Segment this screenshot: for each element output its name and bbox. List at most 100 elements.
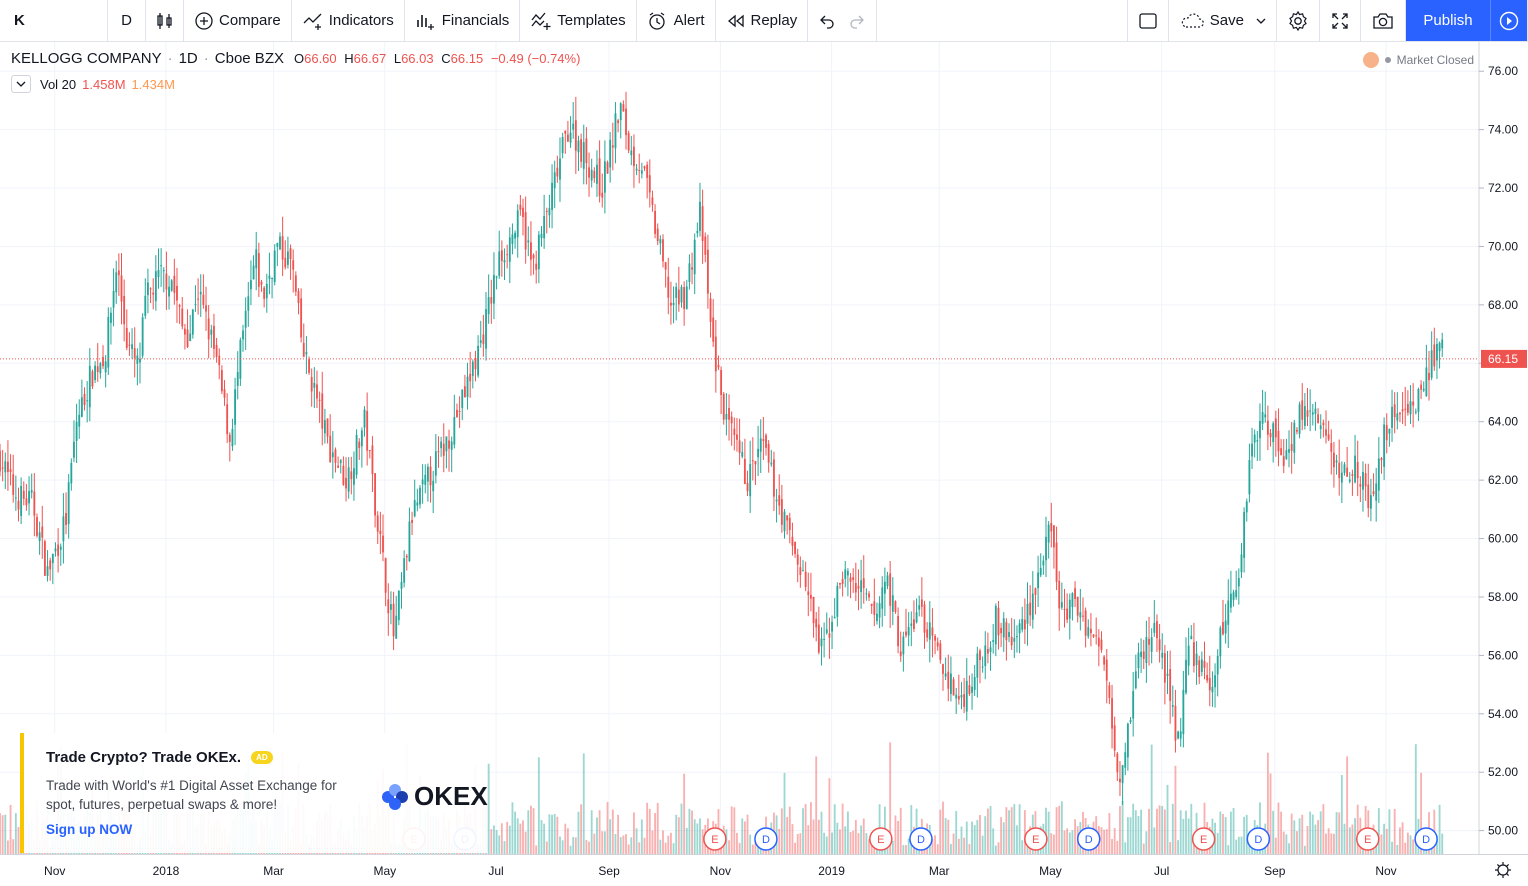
volume-bar [1351, 824, 1354, 854]
candle-body [1216, 655, 1219, 675]
candle-body [609, 139, 612, 168]
series-legend[interactable]: KELLOGG COMPANY · 1D · Cboe BZX O66.60 H… [11, 50, 580, 67]
save-button[interactable]: Save [1169, 0, 1277, 41]
candle-body [530, 242, 532, 260]
volume-bar [889, 742, 892, 854]
candle-body [218, 355, 221, 366]
layout-button[interactable] [1126, 0, 1169, 41]
candle-body [767, 443, 770, 463]
alert-button[interactable]: Alert [637, 0, 716, 41]
volume-bar [495, 830, 498, 854]
candle-body [210, 329, 213, 335]
volume-bar [1409, 835, 1412, 854]
compare-button[interactable]: Compare [184, 0, 292, 41]
candle-body [1055, 542, 1058, 582]
volume-bar [667, 835, 670, 854]
chart-area[interactable]: 50.00 52.00 54.00 56.00 58.00 60.00 62.00 64.00… [0, 42, 1528, 886]
candle-body [379, 530, 382, 534]
fullscreen-button[interactable] [1320, 0, 1361, 41]
candle-body [780, 499, 783, 525]
publish-options-button[interactable] [1490, 0, 1528, 41]
volume-bar [812, 819, 815, 854]
candle-body [1372, 491, 1375, 495]
replay-button[interactable]: Replay [716, 0, 809, 41]
volume-bar [1119, 806, 1121, 854]
volume-bar [960, 826, 963, 854]
ad-cta-link[interactable]: Sign up NOW [46, 822, 133, 837]
time-tick-label: Nov [44, 864, 65, 878]
redo-button[interactable] [842, 0, 878, 41]
candle-body [611, 145, 614, 148]
candle-body [1079, 612, 1082, 618]
candle-body [942, 664, 944, 674]
volume-bar [783, 772, 786, 854]
candle-body [1063, 609, 1066, 611]
volume-bar [537, 757, 540, 854]
candle-body [342, 465, 345, 485]
candle-body [1377, 458, 1380, 491]
candle-body [411, 519, 413, 523]
financials-button[interactable]: Financials [405, 0, 521, 41]
candle-body [685, 286, 688, 309]
price-chart[interactable]: 50.00 52.00 54.00 56.00 58.00 60.00 62.00 64.00… [0, 42, 1528, 886]
candle-body [1074, 588, 1076, 599]
candle-body [831, 621, 833, 632]
snapshot-button[interactable] [1361, 0, 1406, 41]
candle-body [276, 243, 279, 247]
market-status[interactable]: Market Closed [1362, 52, 1474, 68]
templates-button[interactable]: Templates [520, 0, 637, 41]
candle-body [1163, 653, 1166, 683]
candle-body [128, 344, 131, 346]
volume-bar [1063, 830, 1066, 854]
volume-legend[interactable]: Vol 20 1.458M 1.434M [11, 75, 175, 93]
volume-bar [973, 825, 976, 854]
volume-bar [1298, 818, 1301, 854]
undo-button[interactable] [808, 0, 842, 41]
volume-bar [540, 820, 543, 854]
volume-bar [825, 836, 828, 854]
volume-bar [749, 834, 752, 854]
earnings-marker-label: E [1364, 834, 1371, 846]
candle-body [986, 649, 989, 654]
interval-button[interactable]: D [108, 0, 146, 41]
candle-body [149, 288, 152, 290]
candle-body [1166, 673, 1169, 676]
candle-body [799, 567, 802, 576]
candle-body [384, 558, 387, 593]
candle-body [783, 511, 786, 532]
candle-body [540, 233, 543, 239]
volume-bar [1303, 845, 1306, 854]
candle-body [1340, 472, 1343, 483]
dividend-marker [909, 827, 933, 851]
candle-body [25, 498, 28, 506]
candle-body [94, 365, 97, 380]
chart-type-button[interactable] [146, 0, 184, 41]
publish-button[interactable]: Publish [1406, 0, 1490, 41]
candle-body [1327, 434, 1330, 440]
candle-body [1089, 628, 1092, 634]
dividend-marker [754, 827, 778, 851]
settings-button[interactable] [1277, 0, 1320, 41]
candle-body [213, 325, 215, 349]
candle-body [1237, 578, 1240, 587]
symbol-search-button[interactable]: K [0, 0, 108, 41]
volume-bar [4, 814, 7, 854]
candle-body [99, 363, 102, 374]
candle-body [524, 212, 527, 250]
candle-body [271, 278, 273, 280]
open-label: O [293, 51, 305, 66]
legend-collapse-button[interactable] [11, 75, 31, 93]
candle-body [294, 275, 297, 292]
candle-body [706, 249, 709, 294]
ad-brand-logo[interactable]: OKEX [380, 781, 488, 812]
volume-bar [669, 832, 672, 854]
volume-bar [934, 835, 936, 854]
dividend-marker [1414, 827, 1438, 851]
candle-body [1438, 342, 1441, 352]
ad-banner[interactable]: Trade Crypto? Trade OKEx. AD Trade with … [20, 733, 488, 853]
volume-bar [846, 811, 849, 854]
indicators-button[interactable]: Indicators [292, 0, 405, 41]
candle-body [952, 679, 955, 696]
candle-body [675, 286, 678, 298]
volume-bar [1169, 842, 1172, 854]
